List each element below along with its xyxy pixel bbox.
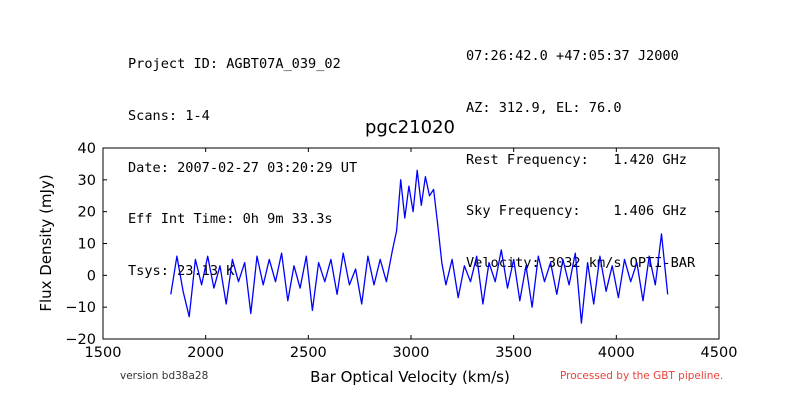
y-axis-label: Flux Density (mJy) (37, 174, 55, 311)
x-axis-label: Bar Optical Velocity (km/s) (310, 368, 510, 386)
date-line: Date: 2007-02-27 03:20:29 UT (128, 159, 358, 176)
header-right-block: 07:26:42.0 +47:05:37 J2000 AZ: 312.9, EL… (466, 14, 695, 289)
header-left-block: Project ID: AGBT07A_039_02 Scans: 1-4 Da… (128, 22, 357, 297)
x-tick-label: 4000 (598, 345, 635, 361)
x-tick-label: 2500 (290, 345, 327, 361)
az-el-line: AZ: 312.9, EL: 76.0 (466, 100, 622, 116)
x-tick-label: 4500 (701, 345, 738, 361)
y-tick-label: 10 (78, 237, 96, 253)
coordinates-line: 07:26:42.0 +47:05:37 J2000 (466, 48, 679, 65)
rest-frequency-line: Rest Frequency: 1.420 GHz (466, 151, 687, 168)
scans-line: Scans: 1-4 (128, 108, 210, 124)
plot-frame (102, 147, 720, 340)
series-line (170, 169, 669, 324)
processed-label: Processed by the GBT pipeline. (560, 370, 724, 382)
axis-ticks: 1500 2000 2500 3000 3500 4000 4500 −20 −10 0 10 20 3… (65, 141, 737, 361)
y-tick-label: 40 (78, 141, 96, 157)
chart-title: pgc21020 (365, 117, 455, 138)
y-tick-label: 0 (87, 268, 96, 284)
project-id-line: Project ID: AGBT07A_039_02 (128, 56, 341, 73)
x-tick-label: 3000 (393, 345, 430, 361)
x-tick-label: 1500 (85, 345, 122, 361)
y-tick-label: 20 (78, 205, 96, 221)
x-tick-label: 3500 (495, 345, 532, 361)
y-tick-label: −10 (65, 300, 96, 316)
y-tick-label: −20 (65, 332, 96, 348)
version-label: version bd38a28 (120, 370, 209, 382)
x-tick-label: 2000 (187, 345, 224, 361)
sky-frequency-line: Sky Frequency: 1.406 GHz (466, 203, 687, 220)
y-tick-label: 30 (78, 173, 96, 189)
eff-int-time-line: Eff Int Time: 0h 9m 33.3s (128, 211, 333, 228)
